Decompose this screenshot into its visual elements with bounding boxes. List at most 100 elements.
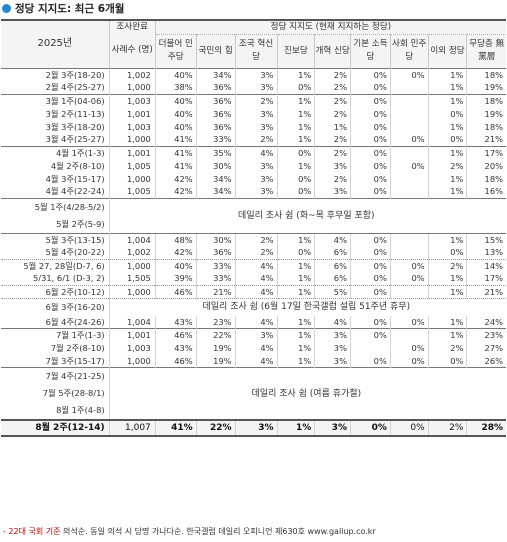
support-cell: 4% (234, 354, 278, 368)
page-title: 정당 지지도: 최근 6개월 (15, 3, 125, 15)
support-cell: 33% (195, 272, 236, 285)
period-cell: 4월 4주(22-24) (45, 186, 105, 197)
support-cell: 22% (195, 419, 236, 437)
sample-size-cell: 1,002 (108, 67, 156, 81)
footnote-text: 의석순. 동일 의석 시 당명 가나다순. 한국갤럽 데일리 오피니언 제630… (60, 527, 376, 536)
support-cell: 36% (195, 120, 236, 133)
bullet-icon (2, 4, 11, 13)
support-cell: 33% (195, 133, 236, 146)
period-cell: 7월 4주(21-25) 7월 5주(28-8/1) 8월 1주(4-8) (1, 367, 110, 420)
support-cell: 2% (314, 107, 351, 120)
support-cell (389, 93, 429, 107)
support-cell: 0% (349, 120, 391, 133)
sample-size-cell: 1,001 (108, 107, 156, 120)
support-cell: 1% (427, 328, 467, 342)
support-cell: 48% (154, 232, 197, 246)
table-row: 4월 1주(1-3) 1,001 41% 35% 4% 0% 2% 0% 1% 17% (1, 145, 506, 159)
support-cell: 24% (466, 315, 506, 329)
support-cell: 0% (389, 341, 429, 355)
support-cell: 3% (234, 159, 278, 172)
period-line: 5월 2주(5-9) (56, 218, 105, 229)
support-cell: 0% (389, 419, 429, 437)
support-cell: 1% (276, 284, 315, 298)
support-cell: 16% (466, 185, 506, 198)
party-header: 진보당 (276, 34, 315, 68)
support-cell: 33% (195, 258, 236, 272)
period-cell: 3월 4주(25-27) (45, 134, 105, 145)
support-cell: 1% (427, 120, 467, 133)
support-cell: 3% (314, 159, 351, 172)
support-cell: 0% (427, 133, 467, 146)
support-cell: 27% (466, 341, 506, 355)
sample-size-cell: 1,505 (108, 272, 156, 285)
party-header: 무당층 無黨層 (466, 34, 506, 68)
party-header: 개혁 신당 (314, 34, 351, 68)
period-cell: 5월 4주(20-22) (45, 247, 105, 258)
support-cell: 18% (466, 120, 506, 133)
support-cell (389, 172, 429, 185)
support-cell: 17% (466, 272, 506, 285)
period-line: 5월 1주(4/28-5/2) (34, 201, 105, 212)
period-cell: 2월 3주(18-20) (1, 67, 110, 81)
support-cell: 0% (389, 133, 429, 146)
support-cell: 2% (234, 232, 278, 246)
period-line: 7월 5주(28-8/1) (42, 388, 105, 398)
party-header: 이외 정당 (427, 34, 467, 68)
support-cell: 19% (195, 354, 236, 368)
table-row: 5월 27, 28일(D-7, 6) 1,000 40% 33% 4% 1% 6% 0% 0% 2… (1, 258, 506, 272)
period-cell: 4월 2주(8-10) (50, 160, 105, 171)
support-cell: 1% (276, 328, 315, 342)
period-cell: 5월 3주(13-15) (1, 232, 110, 246)
support-cell: 1% (276, 107, 315, 120)
support-cell: 1% (427, 93, 467, 107)
period-cell: 3월 1주(04-06) (1, 93, 110, 107)
support-cell: 0% (349, 67, 391, 81)
support-cell: 2% (314, 81, 351, 94)
support-cell: 1% (276, 258, 315, 272)
support-cell: 4% (234, 315, 278, 329)
support-cell: 4% (234, 341, 278, 355)
table-row: 2월 3주(18-20) 1,002 40% 34% 3% 1% 2% 0% 0% 1% 18% (1, 67, 506, 81)
support-cell: 0% (427, 107, 467, 120)
period-cell: 8월 2주(12-14) (1, 419, 110, 437)
support-cell: 22% (195, 328, 236, 342)
support-cell: 40% (154, 107, 197, 120)
support-cell: 0% (349, 145, 391, 159)
support-cell: 0% (389, 159, 429, 172)
support-cell: 46% (154, 284, 197, 298)
table-row: 7월 2주(8-10) 1,003 43% 19% 4% 1% 3% 0% 2% 27% (1, 341, 506, 355)
table-body: 2월 3주(18-20) 1,002 40% 34% 3% 1% 2% 0% 0% 1% 18% 2월… (1, 67, 506, 437)
support-cell: 43% (154, 341, 197, 355)
table-row: 3월 4주(25-27) 1,000 41% 33% 2% 1% 2% 0% 0% 0% 21% (1, 133, 506, 146)
support-cell: 1% (427, 172, 467, 185)
support-cell: 2% (427, 341, 467, 355)
support-cell: 19% (466, 107, 506, 120)
table-row: 5월 4주(20-22) 1,002 42% 36% 2% 0% 6% 0% 0% 13% (1, 246, 506, 259)
table-header: 2025년 조사완료 정당 지지도 (현재 지지하는 정당) 사례수 (명) 더… (1, 20, 506, 68)
support-cell: 0% (349, 272, 391, 285)
support-cell: 6% (314, 272, 351, 285)
sample-size-cell: 1,002 (108, 246, 156, 259)
support-cell: 6% (314, 258, 351, 272)
support-cell: 3% (314, 341, 351, 355)
support-cell: 6% (314, 246, 351, 259)
support-cell: 1% (276, 120, 315, 133)
support-cell: 1% (427, 145, 467, 159)
table-row: 7월 3주(15-17) 1,000 46% 19% 4% 1% 3% 0% 0% 0% 26% (1, 354, 506, 368)
support-cell: 0% (389, 272, 429, 285)
table-row: 4월 3주(15-17) 1,000 42% 34% 3% 0% 2% 0% 1% 18% (1, 172, 506, 185)
period-cell: 6월 2주(10-12) (1, 284, 110, 298)
support-cell: 18% (466, 67, 506, 81)
support-cell: 23% (466, 328, 506, 342)
support-cell: 4% (234, 284, 278, 298)
table-row: 5월 3주(13-15) 1,004 48% 30% 2% 1% 4% 0% 1% 15% (1, 232, 506, 246)
support-cell: 1% (427, 272, 467, 285)
support-cell: 36% (195, 107, 236, 120)
support-cell: 0% (349, 328, 391, 342)
support-cell: 0% (349, 232, 391, 246)
period-cell: 4월 1주(1-3) (1, 145, 110, 159)
support-cell: 1% (427, 315, 467, 329)
party-support-table: 2025년 조사완료 정당 지지도 (현재 지지하는 정당) 사례수 (명) 더… (1, 19, 506, 437)
support-cell: 0% (389, 315, 429, 329)
support-cell: 3% (234, 107, 278, 120)
